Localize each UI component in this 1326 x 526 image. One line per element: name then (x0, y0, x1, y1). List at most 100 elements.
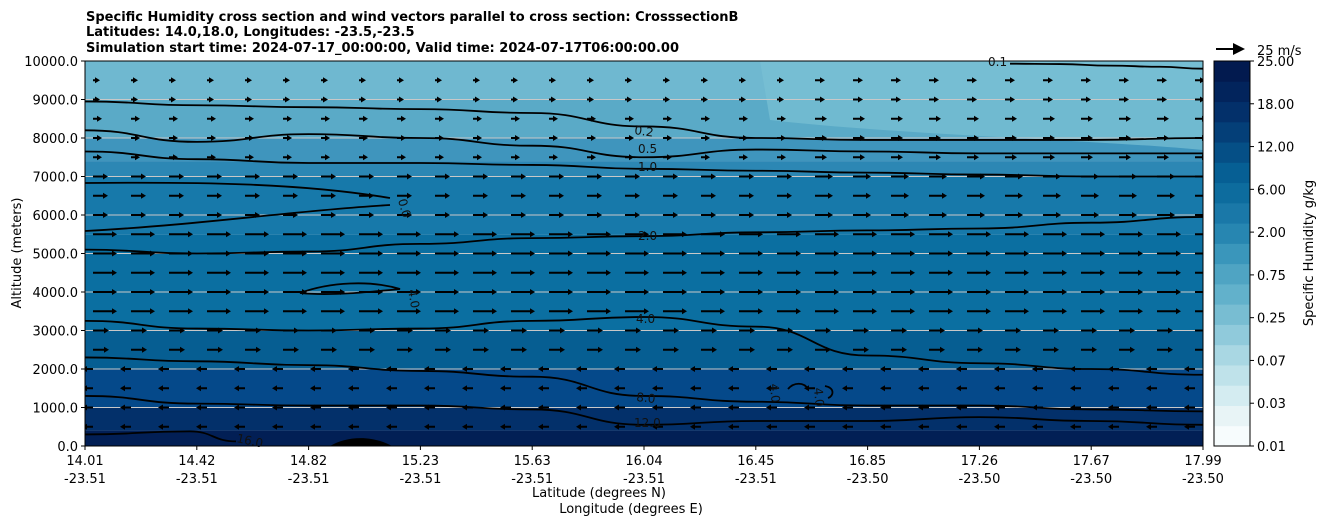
wind-vector (1043, 346, 1059, 353)
colorbar (1214, 61, 1250, 447)
wind-vector (397, 289, 421, 295)
wind-vector (652, 404, 663, 411)
contour-label-0-5: 0.5 (638, 142, 657, 156)
wind-vector (359, 77, 366, 84)
wind-vector (511, 346, 527, 353)
wind-vector (701, 346, 717, 353)
wind-vector (131, 308, 155, 315)
wind-vector (994, 423, 1005, 430)
wind-vector (1081, 269, 1105, 276)
wind-vector (625, 308, 649, 315)
wind-vector (576, 366, 587, 372)
wind-vector (739, 231, 763, 238)
humidity-band (85, 369, 1203, 408)
wind-vector (853, 308, 877, 315)
wind-vector (473, 327, 489, 334)
wind-vector (549, 231, 573, 238)
wind-vector (272, 423, 283, 430)
wind-vector (85, 366, 93, 372)
wind-vector (929, 327, 945, 334)
wind-vector (435, 212, 450, 218)
wind-vector (1146, 423, 1157, 430)
wind-vector (701, 154, 710, 161)
wind-vector (500, 423, 511, 430)
wind-vector (1157, 250, 1181, 257)
wind-vector (1119, 231, 1143, 238)
wind-vector (234, 404, 245, 411)
colorbar-segment (1214, 142, 1250, 163)
wind-vector (1043, 289, 1067, 295)
wind-vector (967, 289, 991, 295)
wind-vector (929, 96, 939, 103)
wind-vector (511, 327, 527, 334)
wind-vector (1043, 192, 1061, 199)
wind-vector (690, 404, 701, 411)
y-tick-label: 4000.0 (33, 286, 79, 301)
wind-vector (1119, 192, 1137, 199)
wind-vector (853, 231, 877, 238)
contour-line (824, 385, 834, 399)
wind-vector (891, 154, 903, 161)
wind-vector (701, 192, 716, 199)
colorbar-tick-label: 0.01 (1257, 440, 1286, 455)
wind-vector (310, 366, 321, 372)
wind-vector (169, 173, 184, 180)
wind-vector (169, 289, 193, 295)
wind-vector (245, 269, 269, 276)
wind-vector (929, 192, 947, 199)
wind-vector (1043, 308, 1067, 315)
wind-vector (815, 192, 833, 199)
wind-vector (511, 77, 518, 84)
wind-vector (1195, 233, 1203, 236)
wind-vector (690, 423, 701, 430)
wind-vector (1081, 308, 1105, 315)
colorbar-tick-label: 0.07 (1257, 354, 1286, 369)
wind-vector (625, 77, 632, 84)
x-tick-label-lon: -23.51 (64, 472, 106, 487)
wind-vector (169, 154, 178, 161)
contour-label-16-0: 16.0 (235, 431, 264, 450)
x-tick-label-lon: -23.51 (735, 472, 777, 487)
wind-vector (853, 115, 865, 122)
wind-vector (462, 366, 473, 372)
wind-vector (283, 135, 292, 141)
wind-vector (549, 212, 564, 218)
wind-vector (93, 250, 117, 257)
x-axis: 14.01 -23.51 14.42 -23.51 14.82 -23.51 15.23 -2… (64, 446, 1224, 487)
wind-vector (956, 366, 967, 372)
wind-vector (652, 385, 663, 392)
wind-vector (815, 231, 839, 238)
wind-vector (283, 250, 307, 257)
wind-vector (386, 385, 397, 392)
wind-vector (93, 269, 117, 276)
wind-vector (245, 154, 254, 161)
wind-vector (435, 231, 459, 238)
wind-vector (131, 192, 146, 199)
wind-vector (1081, 346, 1097, 353)
wind-vector (625, 115, 634, 122)
wind-vector (1119, 250, 1143, 257)
wind-reference-key: 25 m/s (1216, 43, 1302, 59)
wind-vector (576, 423, 587, 430)
wind-vector (424, 423, 435, 430)
wind-vector (1184, 385, 1195, 392)
wind-vector (1119, 154, 1131, 161)
wind-vector (663, 212, 678, 218)
wind-vector (283, 192, 298, 199)
wind-vector (625, 135, 634, 141)
wind-vector (207, 346, 223, 353)
wind-vector (245, 77, 252, 84)
wind-vector (386, 423, 397, 430)
colorbar-label: Specific Humidity g/kg (1302, 180, 1317, 326)
wind-vector (929, 346, 945, 353)
wind-vector (397, 173, 412, 180)
colorbar-segment (1214, 263, 1250, 285)
wind-vector (739, 269, 763, 276)
wind-vector (853, 96, 863, 103)
wind-vector (1195, 154, 1203, 161)
wind-vector (777, 115, 786, 122)
wind-vector (967, 308, 991, 315)
wind-vector (625, 212, 640, 218)
colorbar-segment (1214, 162, 1250, 184)
